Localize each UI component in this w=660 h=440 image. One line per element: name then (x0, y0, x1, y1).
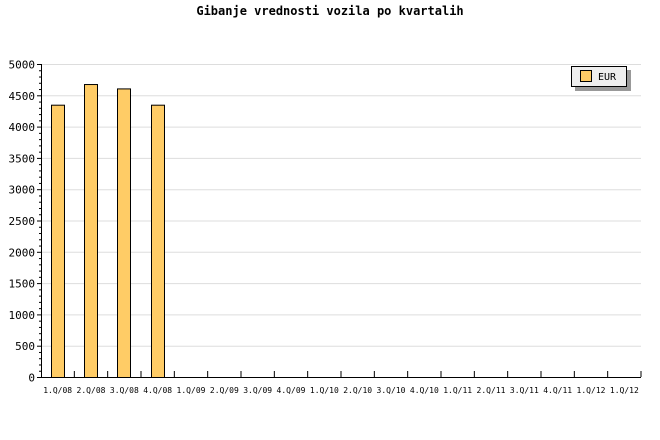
x-tick-label: 4.Q/09 (277, 386, 306, 395)
chart-title: Gibanje vrednosti vozila po kvartalih (196, 4, 464, 18)
y-tick-label: 2000 (9, 246, 36, 259)
y-tick-label: 4500 (9, 90, 36, 103)
bar (51, 104, 65, 378)
x-tick-label: 1.Q/12 (610, 386, 639, 395)
x-tick-label: 4.Q/08 (143, 386, 172, 395)
bar (117, 88, 131, 378)
x-tick-label: 3.Q/10 (377, 386, 406, 395)
x-tick-label: 1.Q/12 (577, 386, 606, 395)
x-tick-label: 1.Q/09 (177, 386, 206, 395)
y-tick-label: 3500 (9, 152, 36, 165)
bar (151, 104, 165, 378)
x-tick-label: 2.Q/09 (210, 386, 239, 395)
x-tick-label: 3.Q/08 (110, 386, 139, 395)
y-tick-label: 2500 (9, 215, 36, 228)
y-tick-label: 4000 (9, 121, 36, 134)
y-tick-label: 3000 (9, 184, 36, 197)
y-tick-label: 0 (28, 372, 35, 385)
legend: EUR (571, 66, 631, 91)
y-tick-label: 5000 (9, 59, 36, 72)
x-tick-label: 3.Q/11 (510, 386, 539, 395)
x-tick-label: 1.Q/08 (43, 386, 72, 395)
legend-swatch (580, 70, 592, 82)
x-tick-label: 3.Q/09 (243, 386, 272, 395)
x-tick-label: 2.Q/10 (343, 386, 372, 395)
x-tick-label: 4.Q/10 (410, 386, 439, 395)
y-tick-label: 500 (15, 340, 35, 353)
bar (84, 84, 98, 378)
x-tick-label: 2.Q/11 (477, 386, 506, 395)
x-tick-label: 2.Q/08 (77, 386, 106, 395)
legend-label: EUR (598, 72, 617, 83)
y-tick-label: 1500 (9, 278, 36, 291)
y-tick-label: 1000 (9, 309, 36, 322)
x-tick-label: 1.Q/11 (443, 386, 472, 395)
x-tick-label: 1.Q/10 (310, 386, 339, 395)
x-tick-label: 4.Q/11 (543, 386, 572, 395)
